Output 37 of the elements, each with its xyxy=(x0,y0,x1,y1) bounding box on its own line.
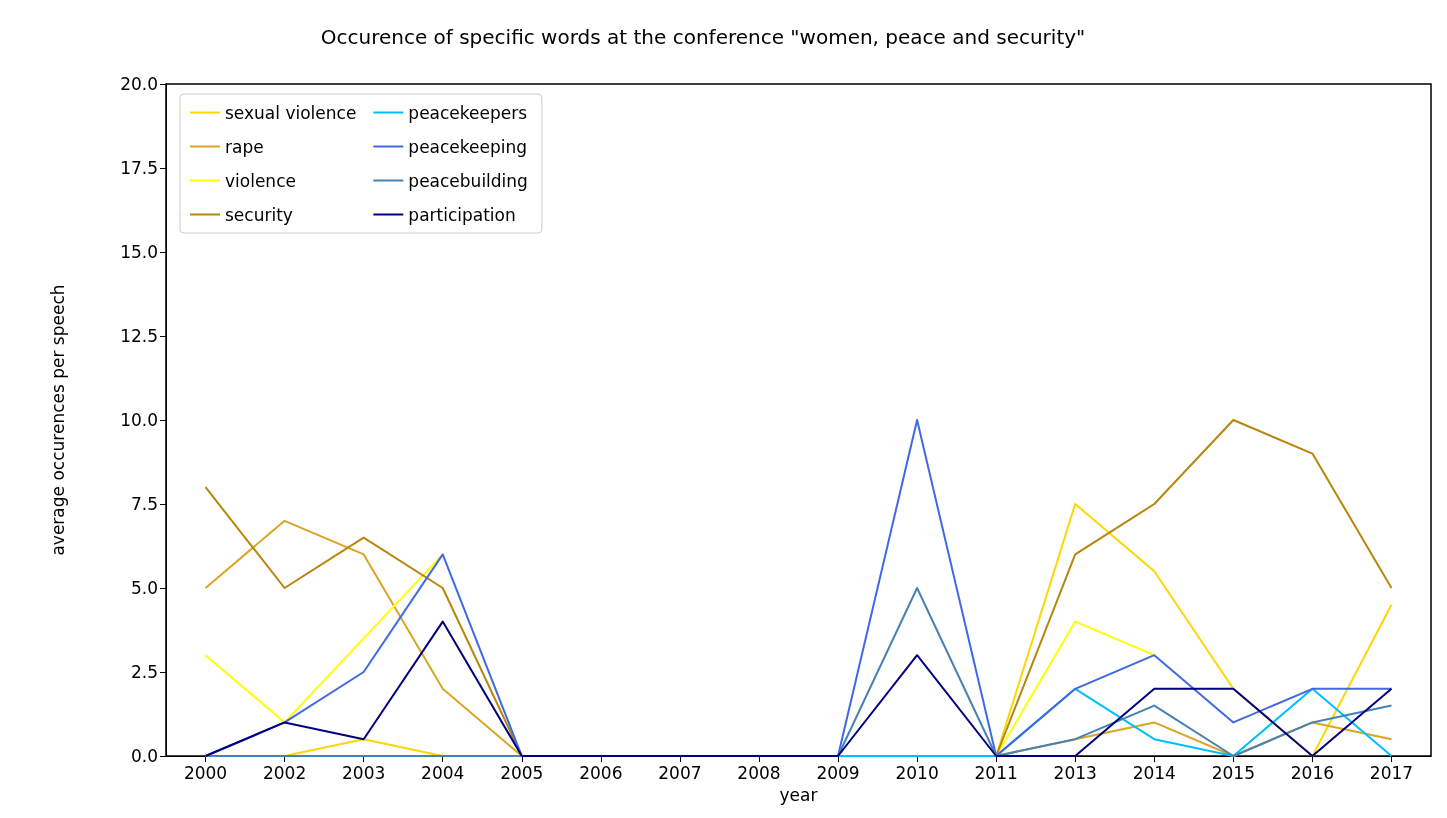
y-tick-label: 0.0 xyxy=(130,746,158,766)
x-axis-title: year xyxy=(779,784,818,805)
x-tick-label: 2005 xyxy=(500,762,544,783)
x-tick-label: 2008 xyxy=(737,762,781,783)
y-tick-label: 10.0 xyxy=(120,410,158,430)
x-tick-label: 2007 xyxy=(658,762,702,783)
x-tick-label: 2000 xyxy=(183,762,228,783)
x-tick-label: 2016 xyxy=(1290,762,1335,783)
y-tick-label: 20.0 xyxy=(120,74,158,94)
y-tick-label: 17.5 xyxy=(120,158,158,178)
y-tick-label: 15.0 xyxy=(120,242,158,262)
x-tick-label: 2010 xyxy=(895,762,939,783)
x-tick-label: 2004 xyxy=(421,762,465,783)
x-tick-label: 2009 xyxy=(816,762,860,783)
x-tick-label: 2006 xyxy=(579,762,623,783)
legend-label: sexual violence xyxy=(225,102,357,123)
legend-label: peacekeeping xyxy=(408,136,528,157)
x-tick-label: 2017 xyxy=(1369,762,1414,783)
x-tick-label: 2015 xyxy=(1211,762,1255,783)
chart-title: Occurence of specific words at the conference "women, peace and security" xyxy=(320,25,1086,49)
legend-label: rape xyxy=(225,136,264,157)
line-series xyxy=(204,620,1393,757)
legend-label: participation xyxy=(408,204,516,225)
legend-label: peacekeepers xyxy=(408,102,528,123)
x-tick-label: 2013 xyxy=(1053,762,1097,783)
y-tick-label: 2.5 xyxy=(130,662,158,682)
y-tick-label: 7.5 xyxy=(130,494,158,514)
x-tick-label: 2011 xyxy=(974,762,1018,783)
legend-label: peacebuilding xyxy=(408,170,528,191)
y-tick-label: 12.5 xyxy=(120,326,158,346)
y-axis-title: average occurences per speech xyxy=(47,284,68,556)
legend-label: security xyxy=(225,204,293,225)
legend-label: violence xyxy=(225,170,296,191)
x-tick-label: 2002 xyxy=(262,762,307,783)
x-tick-label: 2014 xyxy=(1132,762,1176,783)
y-tick-label: 5.0 xyxy=(130,578,158,598)
x-tick-label: 2003 xyxy=(342,762,386,783)
